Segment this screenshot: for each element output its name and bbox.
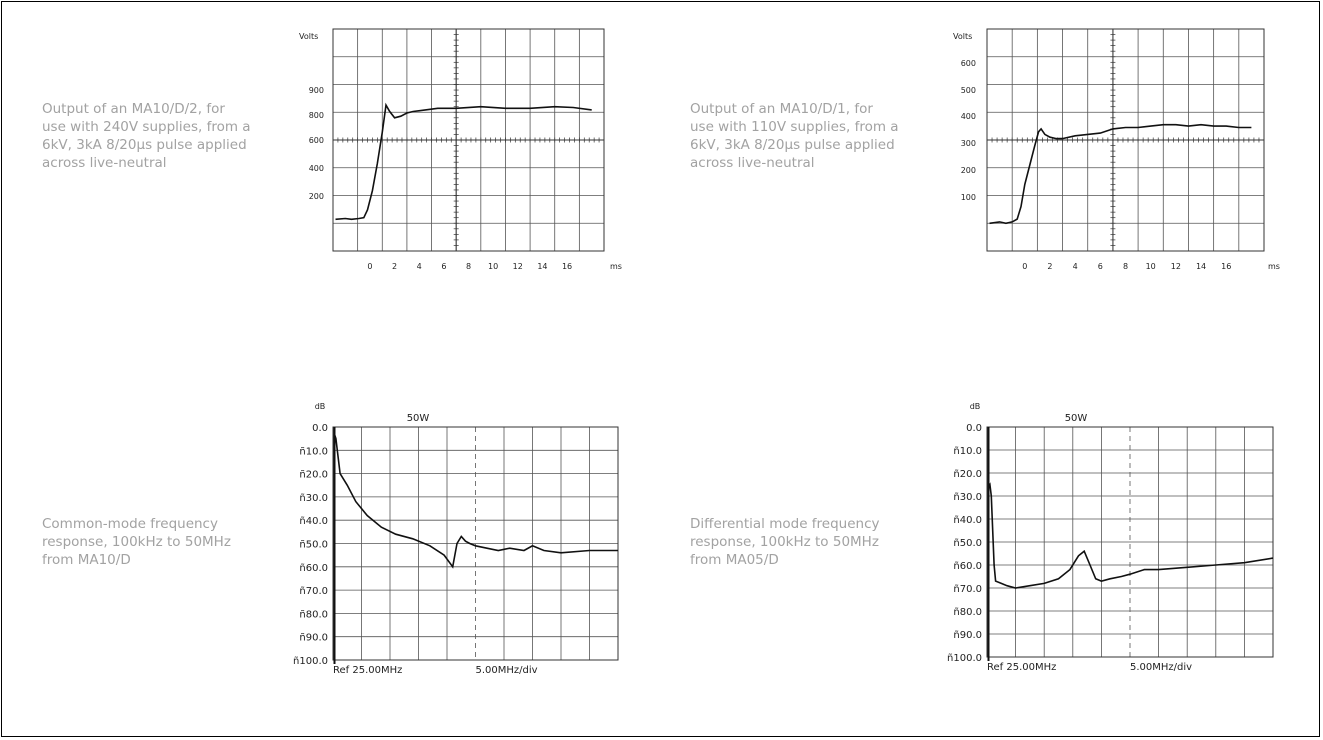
y-axis-label: Volts — [953, 32, 972, 41]
caption-line: Output of an MA10/D/1, for — [690, 101, 873, 117]
x-tick-label: 0 — [1022, 262, 1027, 271]
y-tick-label: ñ40.0 — [299, 516, 328, 527]
y-tick-label: ñ40.0 — [953, 515, 982, 526]
plot-frame — [986, 426, 1274, 658]
caption-line: from MA05/D — [690, 552, 779, 568]
x-tick-label: 16 — [1221, 262, 1231, 271]
x-label-scale: 5.00MHz/div — [476, 665, 538, 676]
chart-title: 50W — [407, 413, 430, 424]
series-line — [987, 482, 1274, 589]
y-tick-label: ñ90.0 — [953, 630, 982, 641]
caption-volts-110v: Output of an MA10/D/1, for use with 110V… — [690, 100, 935, 172]
caption-line: Differential mode frequency — [690, 516, 880, 532]
y-tick-label: 600 — [309, 136, 324, 145]
y-tick-label: ñ50.0 — [953, 538, 982, 549]
caption-volts-240v: Output of an MA10/D/2, for use with 240V… — [42, 100, 286, 172]
x-tick-label: 6 — [1098, 262, 1103, 271]
y-tick-label: ñ10.0 — [953, 446, 982, 457]
x-unit-label: ms — [1268, 262, 1280, 271]
y-tick-label: ñ100.0 — [947, 653, 982, 664]
caption-line: response, 100kHz to 50MHz — [42, 534, 231, 550]
x-tick-label: 14 — [537, 262, 547, 271]
y-tick-label: 400 — [309, 164, 324, 173]
caption-line: use with 240V supplies, from a — [42, 119, 251, 135]
x-label-ref: Ref 25.00MHz — [333, 665, 402, 676]
x-tick-label: 16 — [562, 262, 572, 271]
plot-frame — [332, 426, 619, 661]
caption-line: 6kV, 3kA 8/20µs pulse applied — [42, 137, 247, 153]
x-tick-label: 12 — [1171, 262, 1181, 271]
y-tick-label: ñ70.0 — [299, 586, 328, 597]
y-axis-label: dB — [970, 402, 981, 411]
y-tick-label: ñ100.0 — [293, 656, 328, 667]
y-tick-label: ñ50.0 — [299, 540, 328, 551]
series-line — [335, 102, 592, 221]
caption-line: across live-neutral — [690, 155, 815, 171]
y-tick-label: ñ30.0 — [299, 493, 328, 504]
x-tick-label: 12 — [513, 262, 523, 271]
x-tick-label: 8 — [466, 262, 471, 271]
caption-differential-mode: Differential mode frequency response, 10… — [690, 515, 925, 569]
series-line — [333, 433, 618, 569]
y-axis-label: dB — [315, 402, 326, 411]
y-tick-label: ñ70.0 — [953, 584, 982, 595]
y-tick-label: 900 — [309, 86, 324, 95]
chart-title: 50W — [1065, 413, 1088, 424]
y-tick-label: ñ10.0 — [299, 446, 328, 457]
x-tick-label: 10 — [1146, 262, 1156, 271]
caption-line: Common-mode frequency — [42, 516, 218, 532]
caption-line: across live-neutral — [42, 155, 167, 171]
y-tick-label: ñ90.0 — [299, 633, 328, 644]
caption-common-mode: Common-mode frequency response, 100kHz t… — [42, 515, 274, 569]
y-tick-label: 200 — [961, 166, 976, 175]
y-tick-label: 400 — [961, 112, 976, 121]
x-tick-label: 6 — [441, 262, 446, 271]
x-tick-label: 2 — [1047, 262, 1052, 271]
y-tick-label: 600 — [961, 59, 976, 68]
y-axis-label: Volts — [299, 32, 318, 41]
y-tick-label: ñ80.0 — [299, 609, 328, 620]
x-tick-label: 8 — [1123, 262, 1128, 271]
y-tick-label: ñ80.0 — [953, 607, 982, 618]
y-tick-label: 300 — [961, 139, 976, 148]
y-tick-label: ñ30.0 — [953, 492, 982, 503]
x-tick-label: 4 — [1073, 262, 1078, 271]
x-tick-label: 2 — [392, 262, 397, 271]
x-tick-label: 10 — [488, 262, 498, 271]
y-tick-label: ñ20.0 — [953, 469, 982, 480]
y-tick-label: ñ60.0 — [953, 561, 982, 572]
x-unit-label: ms — [610, 262, 622, 271]
x-label-scale: 5.00MHz/div — [1130, 662, 1192, 673]
caption-line: use with 110V supplies, from a — [690, 119, 899, 135]
caption-line: 6kV, 3kA 8/20µs pulse applied — [690, 137, 895, 153]
y-tick-label: 200 — [309, 192, 324, 201]
y-tick-label: 100 — [961, 193, 976, 202]
x-tick-label: 14 — [1196, 262, 1206, 271]
x-tick-label: 4 — [417, 262, 422, 271]
x-label-ref: Ref 25.00MHz — [987, 662, 1056, 673]
y-tick-label: 500 — [961, 86, 976, 95]
caption-line: Output of an MA10/D/2, for — [42, 101, 225, 117]
caption-line: from MA10/D — [42, 552, 131, 568]
y-tick-label: 800 — [309, 111, 324, 120]
y-tick-label: 0.0 — [312, 423, 328, 434]
caption-line: response, 100kHz to 50MHz — [690, 534, 879, 550]
series-line — [989, 123, 1252, 225]
y-tick-label: ñ60.0 — [299, 563, 328, 574]
y-tick-label: 0.0 — [966, 423, 982, 434]
x-tick-label: 0 — [367, 262, 372, 271]
y-tick-label: ñ20.0 — [299, 470, 328, 481]
